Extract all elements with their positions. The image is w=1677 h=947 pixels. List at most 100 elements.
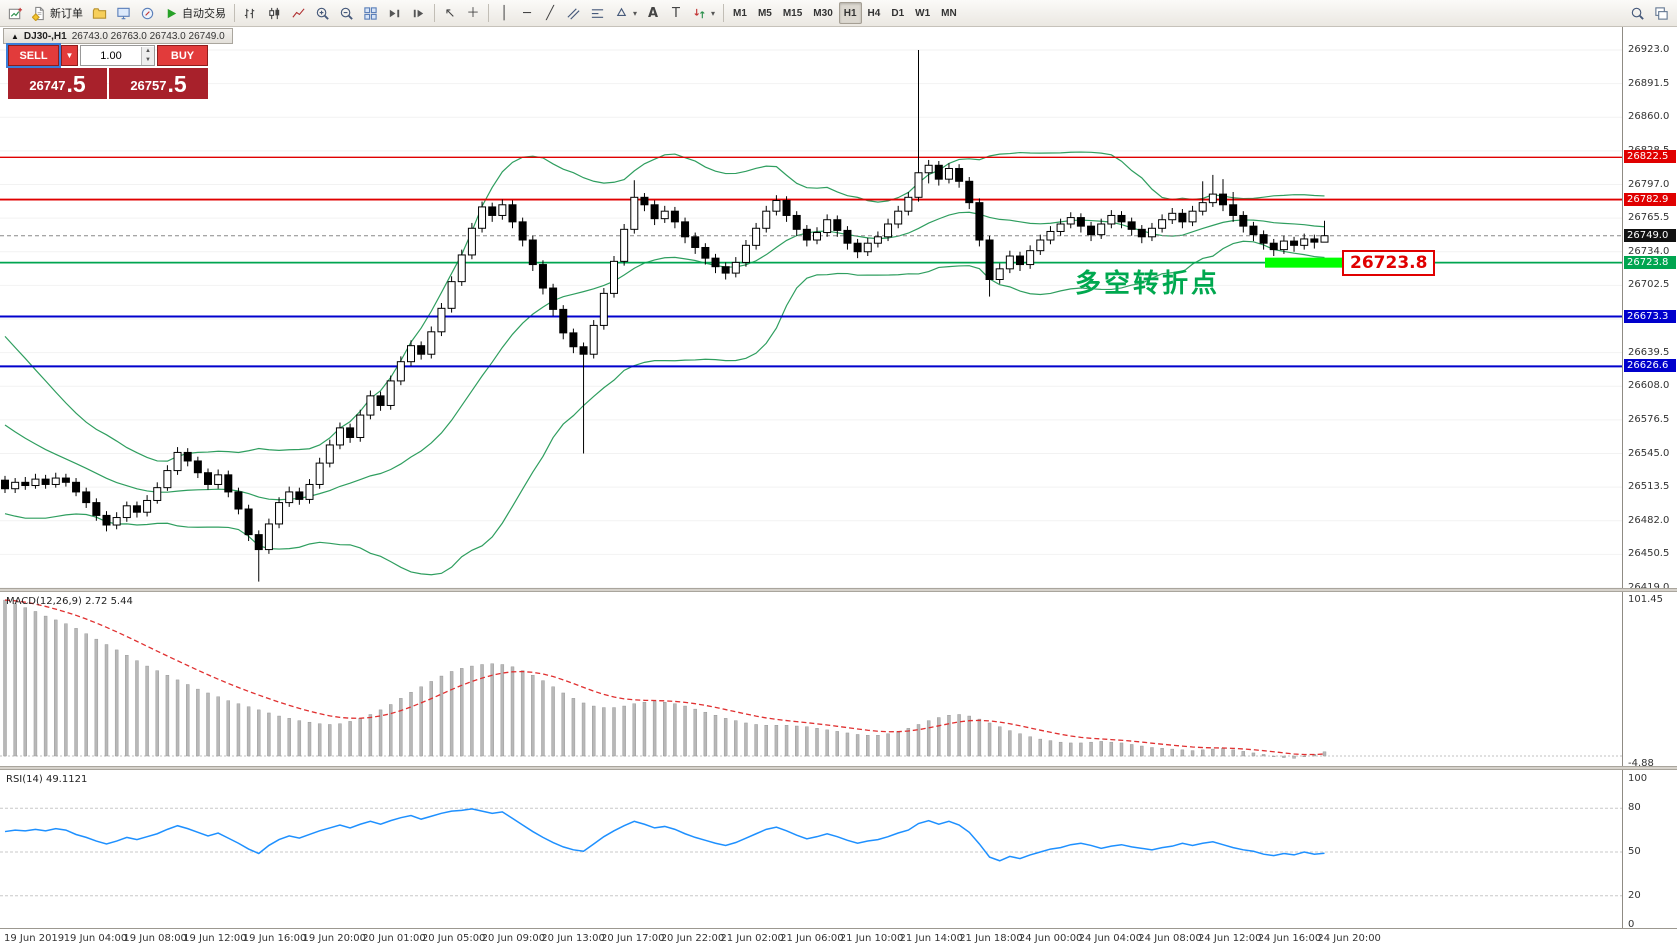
order-type-dropdown[interactable]: ▼: [61, 45, 78, 66]
volume-down-button[interactable]: ▼: [142, 55, 154, 65]
axis-label: 101.45: [1628, 594, 1663, 605]
horizontal-line-button[interactable]: ─: [516, 2, 538, 24]
timeframe-m30-button[interactable]: M30: [813, 7, 833, 19]
turning-point-annotation[interactable]: 多空转折点: [1075, 268, 1221, 298]
time-axis-label: 19 Jun 08:00: [123, 933, 187, 944]
price-axis[interactable]: 26923.026891.526860.026828.526797.026765…: [1622, 27, 1677, 930]
new-order-label: 新订单: [50, 8, 83, 20]
time-axis-label: 20 Jun 13:00: [541, 933, 605, 944]
chart-ohlc-values: 26743.0 26763.0 26743.0 26749.0: [71, 30, 225, 42]
vertical-line-button[interactable]: │: [493, 2, 515, 24]
price-callout[interactable]: 26723.8: [1342, 250, 1436, 276]
time-axis-label: 21 Jun 02:00: [720, 933, 784, 944]
compass-icon: [141, 7, 154, 19]
main-toolbar: 新订单 自动交易: [0, 0, 1677, 27]
pane-splitter[interactable]: [0, 766, 1677, 770]
folder-icon: [92, 7, 107, 19]
zoom-out-button[interactable]: [335, 2, 358, 24]
buy-button[interactable]: BUY: [157, 45, 208, 66]
pane-splitter[interactable]: [0, 588, 1677, 592]
trendline-button[interactable]: ╱: [539, 2, 561, 24]
new-order-button[interactable]: 新订单: [28, 2, 87, 24]
macd-pane[interactable]: [0, 592, 1622, 766]
timeframe-m5-button[interactable]: M5: [757, 7, 772, 19]
new-window-button[interactable]: [1650, 2, 1673, 24]
buy-price-pips: .5: [167, 71, 187, 97]
text-label-button[interactable]: T: [665, 2, 687, 24]
time-axis[interactable]: 19 Jun 2019 19 Jun 04:00 19 Jun 08:00 19 Ju…: [0, 928, 1677, 947]
time-axis-label: 20 Jun 05:00: [421, 933, 486, 944]
timeframe-mn-button[interactable]: MN: [941, 7, 957, 19]
axis-label: 26513.5: [1628, 481, 1670, 493]
windows-icon: [1655, 6, 1668, 20]
chart-profiles-button[interactable]: [88, 2, 111, 24]
time-axis-label: 20 Jun 09:00: [481, 933, 546, 944]
navigator-button[interactable]: [136, 2, 159, 24]
axis-price-badge: 26626.6: [1624, 359, 1676, 373]
new-chart-button[interactable]: [4, 2, 27, 24]
rsi-indicator-label: RSI(14) 49.1121: [6, 774, 88, 785]
zoom-out-icon: [340, 7, 353, 20]
chart-area: 26923.026891.526860.026828.526797.026765…: [0, 27, 1677, 947]
chart-title-tab[interactable]: ▲ DJ30-,H1 26743.0 26763.0 26743.0 26749…: [3, 28, 233, 44]
timeframe-d1-button[interactable]: D1: [891, 7, 905, 19]
axis-label: 0: [1628, 919, 1635, 930]
time-axis-label: 20 Jun 01:00: [362, 933, 426, 944]
time-axis-label: 21 Jun 10:00: [839, 933, 904, 944]
market-watch-button[interactable]: [112, 2, 135, 24]
chart-shift-button[interactable]: [407, 2, 430, 24]
timeframe-w1-button[interactable]: W1: [915, 7, 931, 19]
time-axis-label: 19 Jun 16:00: [242, 933, 307, 944]
axis-label: 26545.0: [1628, 447, 1670, 459]
timeframe-h1-button[interactable]: H1: [838, 2, 862, 24]
axis-label: -4.88: [1628, 757, 1654, 769]
volume-up-button[interactable]: ▲: [142, 46, 154, 56]
auto-scroll-button[interactable]: [383, 2, 406, 24]
chart-candles-button[interactable]: [263, 2, 286, 24]
sell-price-display[interactable]: 26747.5: [8, 68, 107, 99]
rsi-pane[interactable]: [0, 770, 1622, 928]
auto-scroll-icon: [389, 9, 400, 17]
fibonacci-button[interactable]: [586, 2, 609, 24]
time-axis-label: 24 Jun 20:00: [1317, 933, 1381, 944]
zoom-in-icon: [316, 7, 329, 20]
text-label-icon: T: [672, 5, 680, 21]
time-axis-label: 19 Jun 20:00: [302, 933, 367, 944]
search-button[interactable]: [1626, 2, 1649, 24]
axis-label: 26450.5: [1628, 548, 1670, 560]
arrows-button[interactable]: ▾: [688, 2, 719, 24]
new-chart-icon: [8, 7, 23, 19]
main-price-chart[interactable]: [0, 27, 1622, 588]
timeframe-m15-button[interactable]: M15: [782, 7, 803, 19]
shapes-button[interactable]: ▾: [610, 2, 641, 24]
buy-price-main: 26757: [130, 78, 167, 93]
timeframe-h4-button[interactable]: H4: [867, 7, 881, 19]
channel-button[interactable]: [562, 2, 585, 24]
axis-price-badge: 26782.9: [1624, 192, 1676, 206]
text-button[interactable]: A: [642, 2, 664, 24]
timeframe-m1-button[interactable]: M1: [733, 7, 747, 19]
sell-button[interactable]: SELL: [6, 43, 61, 68]
time-axis-label: 24 Jun 16:00: [1257, 933, 1322, 944]
horizontal-line-icon: ─: [523, 5, 531, 21]
volume-input[interactable]: [81, 49, 141, 62]
cursor-icon: ↖: [444, 5, 456, 21]
sell-price-main: 26747: [29, 78, 66, 93]
crosshair-button[interactable]: ＋: [462, 2, 484, 24]
toolbar-separator: [723, 4, 725, 22]
buy-price-display[interactable]: 26757.5: [109, 68, 208, 99]
autotrading-button[interactable]: 自动交易: [160, 2, 230, 24]
collapse-triangle-icon: ▲: [11, 31, 19, 41]
time-axis-label: 19 Jun 12:00: [183, 933, 247, 944]
axis-price-badge: 26749.0: [1624, 228, 1676, 242]
shapes-icon: [616, 7, 627, 16]
chart-bars-button[interactable]: [239, 2, 262, 24]
cursor-button[interactable]: ↖: [439, 2, 461, 24]
chart-line-button[interactable]: [287, 2, 310, 24]
new-order-icon: [32, 6, 44, 21]
toolbar-separator: [234, 4, 235, 22]
axis-label: 26797.0: [1628, 178, 1670, 190]
monitor-icon: [117, 7, 130, 19]
tile-windows-button[interactable]: [359, 2, 382, 24]
zoom-in-button[interactable]: [311, 2, 334, 24]
